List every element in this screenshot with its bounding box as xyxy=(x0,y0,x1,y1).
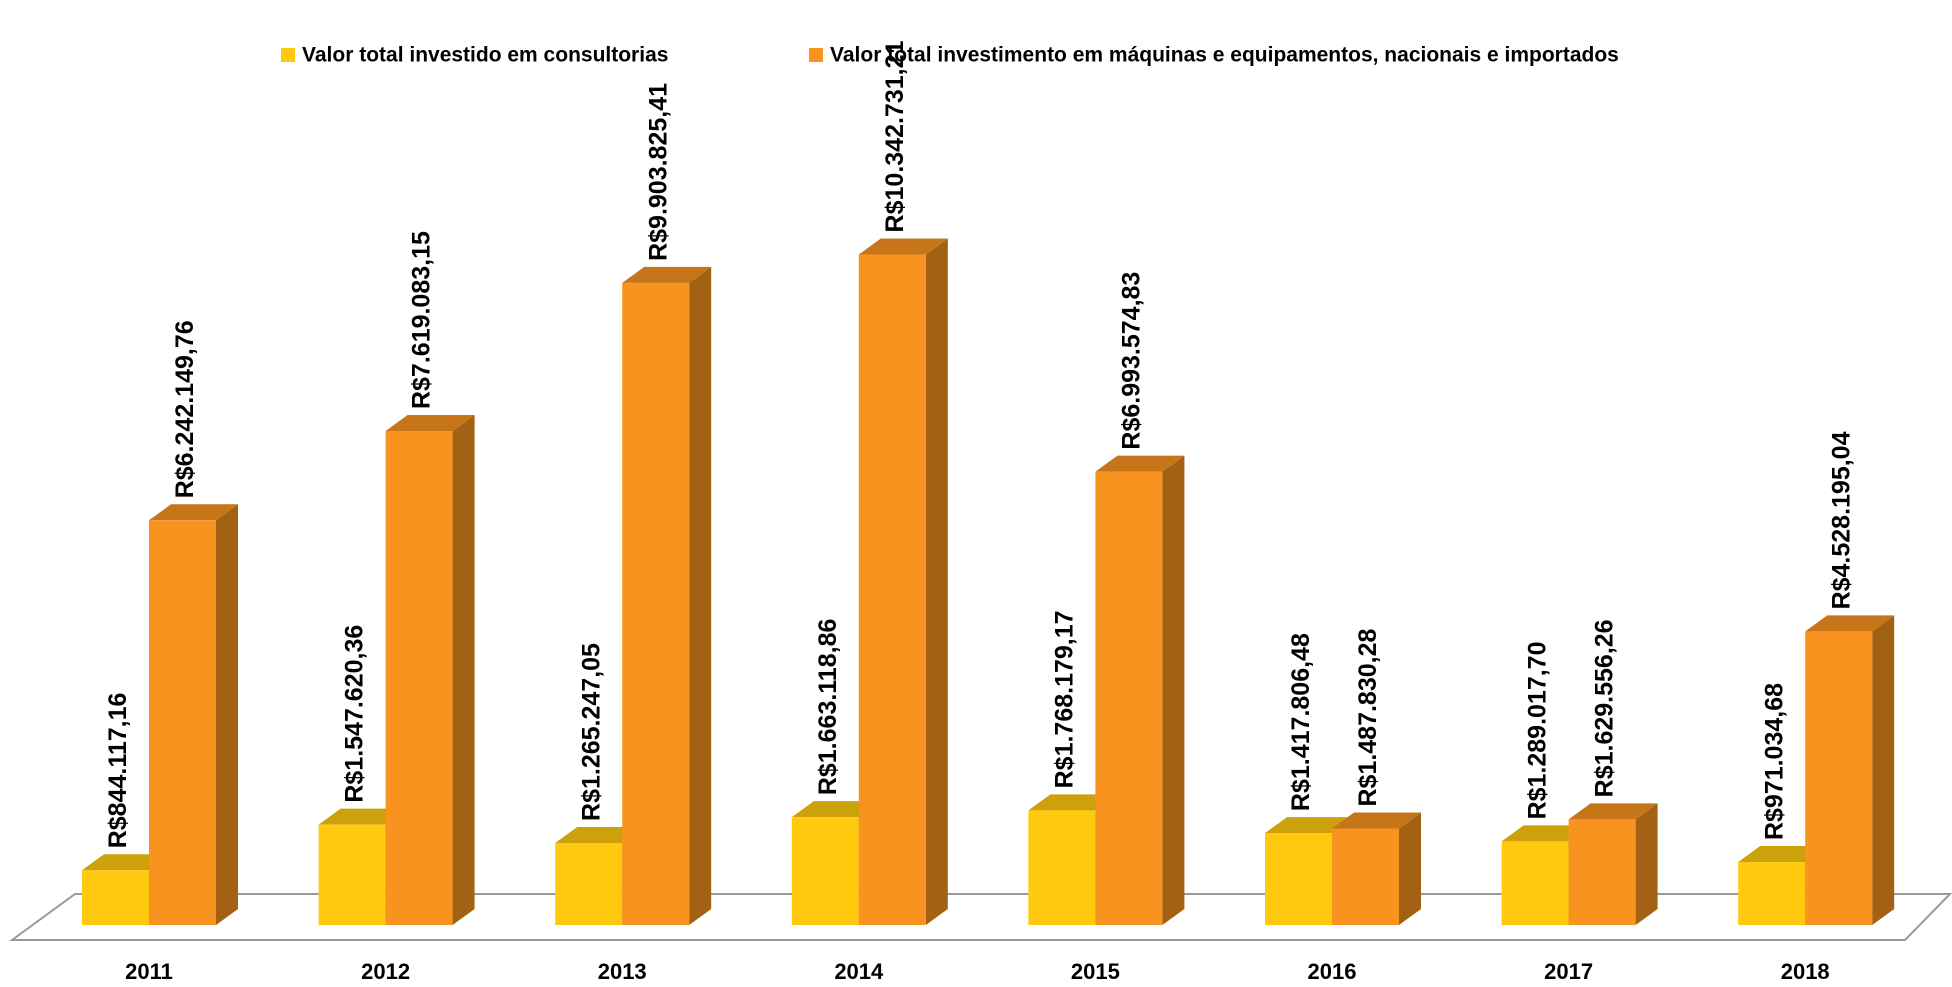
legend-swatch xyxy=(281,48,295,62)
floor xyxy=(8,893,1952,941)
data-label: R$1.265.247,05 xyxy=(577,643,605,821)
data-label: R$6.242.149,76 xyxy=(171,320,199,498)
x-tick-label: 2012 xyxy=(361,959,410,984)
data-label: R$1.289.017,70 xyxy=(1524,641,1552,819)
x-tick-label: 2013 xyxy=(598,959,647,984)
bar xyxy=(1028,810,1096,925)
data-label: R$1.547.620,36 xyxy=(341,625,369,803)
x-tick-label: 2015 xyxy=(1071,959,1120,984)
bar-side xyxy=(925,238,948,925)
x-tick-label: 2016 xyxy=(1308,959,1357,984)
data-label: R$6.993.574,83 xyxy=(1118,272,1146,450)
bar-top xyxy=(1095,455,1185,472)
data-label: R$10.342.731,21 xyxy=(881,41,909,233)
bar xyxy=(555,842,623,925)
bar-top xyxy=(318,808,408,825)
bar-top xyxy=(791,801,881,818)
bar-side xyxy=(689,266,712,925)
data-label: R$9.903.825,41 xyxy=(644,83,672,261)
bar xyxy=(1568,819,1636,925)
bar xyxy=(858,254,926,925)
bar-side xyxy=(452,415,475,925)
bar-top xyxy=(1265,817,1354,834)
bar xyxy=(82,870,149,925)
bar xyxy=(622,282,690,925)
bar-top xyxy=(622,266,712,283)
legend-swatch xyxy=(809,48,823,62)
bar-top xyxy=(1501,825,1591,842)
bar-top xyxy=(385,415,475,432)
legend-label: Valor total investido em consultorias xyxy=(302,44,668,67)
bar xyxy=(149,520,216,925)
bar xyxy=(1265,833,1332,925)
bar-side xyxy=(1635,803,1658,925)
bar xyxy=(1805,631,1873,925)
data-label: R$1.663.118,86 xyxy=(814,619,842,796)
bar-top xyxy=(1332,812,1421,829)
bar xyxy=(1738,862,1806,925)
bar-side xyxy=(216,504,238,925)
bar-top xyxy=(555,826,645,843)
x-tick-label: 2017 xyxy=(1544,959,1593,984)
bar-top xyxy=(858,238,948,255)
x-tick-label: 2018 xyxy=(1781,959,1830,984)
bar-side xyxy=(1162,455,1185,925)
bar xyxy=(1095,471,1163,925)
bar-top xyxy=(1805,615,1895,632)
x-tick-label: 2014 xyxy=(834,959,884,984)
data-label: R$1.629.556,26 xyxy=(1591,619,1619,797)
bar xyxy=(385,431,453,925)
data-label: R$1.768.179,17 xyxy=(1051,610,1079,788)
data-label: R$971.034,68 xyxy=(1760,683,1788,840)
data-label: R$1.487.830,28 xyxy=(1354,629,1382,807)
legend-label: Valor total investimento em máquinas e e… xyxy=(830,44,1619,67)
bar-side xyxy=(1399,812,1421,925)
bar-top xyxy=(149,504,238,521)
bar-side xyxy=(1872,615,1895,925)
data-label: R$4.528.195,04 xyxy=(1827,431,1855,609)
bar-top xyxy=(1738,846,1828,863)
bar xyxy=(318,824,386,925)
bar-top xyxy=(82,854,171,871)
data-label: R$7.619.083,15 xyxy=(408,231,436,409)
data-label: R$1.417.806,48 xyxy=(1287,633,1315,811)
data-label: R$844.117,16 xyxy=(104,693,132,849)
x-tick-label: 2011 xyxy=(125,959,173,984)
bar-top xyxy=(1568,803,1658,820)
bar xyxy=(1501,841,1569,925)
bar-top xyxy=(1028,794,1118,811)
bar xyxy=(1332,828,1399,925)
bar xyxy=(791,817,859,925)
